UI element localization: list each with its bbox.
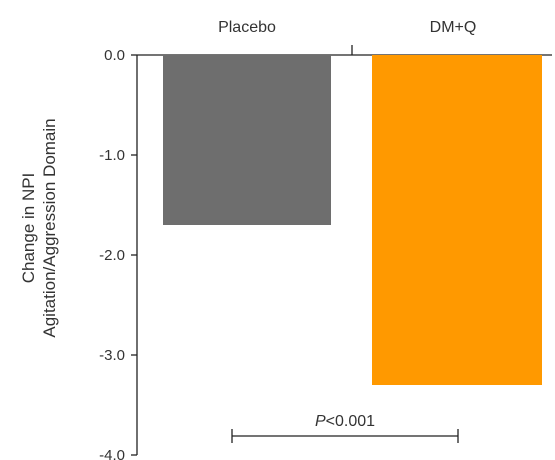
y-ticks: 0.0 -1.0 -2.0 -3.0 -4.0 xyxy=(99,47,137,460)
y-axis-title-line-2: Agitation/Aggression Domain xyxy=(40,118,59,337)
y-axis-title-line-1: Change in NPI xyxy=(19,173,38,284)
category-label: Placebo xyxy=(218,19,276,36)
y-tick-label: -1.0 xyxy=(99,147,125,164)
y-axis-title: Change in NPI Agitation/Aggression Domai… xyxy=(19,118,59,337)
p-value-italic: P xyxy=(315,413,326,430)
significance-bracket: P<0.001 xyxy=(231,413,459,443)
category-label: DM+Q xyxy=(430,19,477,36)
category-labels: Placebo DM+Q xyxy=(218,19,476,36)
y-tick-label: -4.0 xyxy=(99,447,125,460)
bar-placebo xyxy=(163,55,331,225)
p-value-rest: <0.001 xyxy=(326,413,375,430)
p-value-label: P<0.001 xyxy=(315,413,375,430)
y-tick-label: -3.0 xyxy=(99,347,125,364)
y-tick-label: -2.0 xyxy=(99,247,125,264)
y-tick-label: 0.0 xyxy=(104,47,125,64)
bars xyxy=(163,55,542,385)
bar-dm-q xyxy=(372,55,542,385)
